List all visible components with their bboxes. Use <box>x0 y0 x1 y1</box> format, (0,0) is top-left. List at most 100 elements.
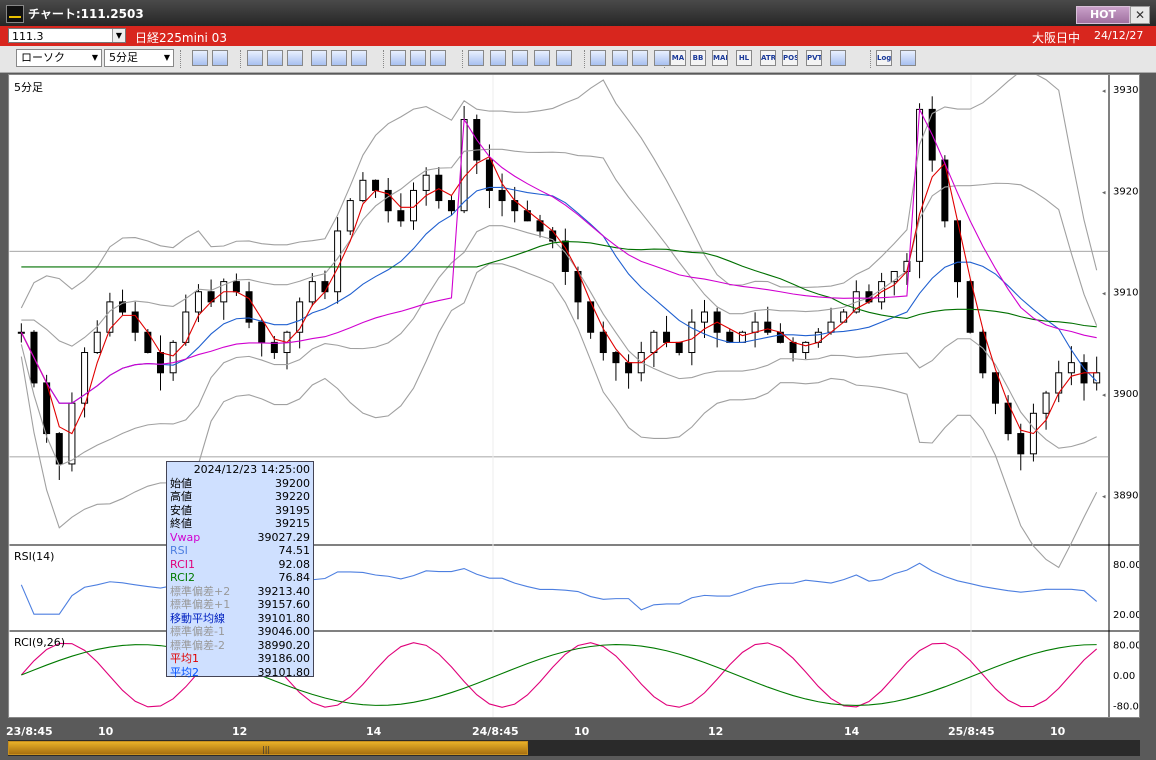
x-tick-label: 10 <box>98 725 114 738</box>
close-button[interactable]: ✕ <box>1130 6 1150 24</box>
ma-button[interactable]: MA <box>670 50 686 66</box>
candle-body <box>789 341 797 354</box>
candle-body <box>359 179 367 202</box>
chart-canvas[interactable]: 39300 ◂ 39200 ◂ 39100 ◂ 39000 ◂ 38900 ◂ 80.00 20.00… <box>8 70 1145 717</box>
draw-icon[interactable] <box>311 50 327 66</box>
indicator-icon[interactable] <box>654 50 670 66</box>
data-window-label: Vwap <box>170 530 201 544</box>
wrench-icon[interactable] <box>612 50 628 66</box>
data-window-label: 終値 <box>170 517 192 530</box>
candle-body <box>650 331 658 354</box>
data-window-value: 39215 <box>275 517 310 530</box>
export-icon[interactable] <box>900 50 916 66</box>
candle-body <box>1067 362 1075 374</box>
candle-body <box>270 341 278 354</box>
candle-body <box>802 341 810 354</box>
grid-icon[interactable] <box>590 50 606 66</box>
candle-body <box>169 341 177 374</box>
data-window-label: 標準偏差-1 <box>170 625 225 638</box>
candle-body <box>245 291 253 323</box>
candle-body <box>81 352 89 404</box>
y-tick-marker: ◂ <box>1102 188 1106 196</box>
x-tick-label: 14 <box>366 725 382 738</box>
y-tick-label: 39300 <box>1113 85 1139 96</box>
bb-button[interactable]: BB <box>690 50 706 66</box>
data-window-row: RCI1 92.08 <box>170 558 310 572</box>
bars2-icon[interactable] <box>410 50 426 66</box>
data-window-datetime: 2024/12/23 14:25:00 <box>193 463 310 476</box>
atr-button[interactable]: ATR <box>760 50 776 66</box>
candle-body <box>966 281 974 333</box>
data-window-value: 39027.29 <box>257 530 311 544</box>
candle-body <box>93 331 101 354</box>
data-window-row: 平均1 39186.00 <box>170 652 310 666</box>
data-window-label: 高値 <box>170 490 192 503</box>
pvt-button[interactable]: PVT <box>806 50 822 66</box>
link-icon[interactable] <box>267 50 283 66</box>
candle-body <box>688 321 696 354</box>
candle-body <box>435 174 443 202</box>
pattern-icon[interactable] <box>468 50 484 66</box>
data-window-label: RCI1 <box>170 557 196 571</box>
data-window-row: 高値 39220 <box>170 490 310 504</box>
data-window-label: RCI2 <box>170 571 196 584</box>
toolbar-separator <box>383 50 386 68</box>
candle-body <box>916 108 924 262</box>
candle-body <box>194 291 202 313</box>
data-window-value: 39157.60 <box>257 598 311 611</box>
toolbar-separator <box>180 50 183 68</box>
candle-body <box>612 352 620 364</box>
mae-button[interactable]: MAE <box>712 50 728 66</box>
chart-type-select[interactable]: ローソク ▼ <box>16 49 102 67</box>
bar-chart-icon[interactable] <box>512 50 528 66</box>
candle-body <box>156 352 164 374</box>
log-button[interactable]: Log <box>876 50 892 66</box>
fork-icon[interactable] <box>534 50 550 66</box>
symbol-bar: 111.3 ▼ 日経225mini 03 大阪日中 24/12/27 <box>0 26 1156 46</box>
all-button[interactable] <box>430 50 446 66</box>
y-tick-marker: ◂ <box>1102 290 1106 298</box>
bollinger-band <box>20 70 1098 309</box>
frame-icon[interactable] <box>830 50 846 66</box>
data-window-row: Vwap 39027.29 <box>170 531 310 545</box>
moving-average-line <box>20 186 1098 404</box>
x-tick-label: 25/8:45 <box>948 725 995 738</box>
candle-body <box>384 189 392 212</box>
crosshair-icon[interactable] <box>212 50 228 66</box>
candle-body <box>119 301 127 313</box>
symbol-code-select[interactable]: 111.3 ▼ <box>8 28 126 43</box>
candle-body <box>131 311 139 333</box>
data-window-value: 76.84 <box>278 571 311 584</box>
bars-icon[interactable] <box>390 50 406 66</box>
posi-button[interactable]: POSI <box>782 50 798 66</box>
data-window-value: 74.51 <box>278 544 311 557</box>
trash-icon[interactable] <box>351 50 367 66</box>
chevron-down-icon[interactable]: ▼ <box>112 29 125 42</box>
memo-icon[interactable] <box>556 50 572 66</box>
list-icon[interactable] <box>331 50 347 66</box>
pen-icon[interactable] <box>247 50 263 66</box>
search-icon[interactable] <box>490 50 506 66</box>
title-bar[interactable]: チャート:111.2503 HOT ✕ <box>0 0 1156 26</box>
scrollbar-thumb[interactable] <box>8 741 528 755</box>
y-tick-label: 39100 <box>1113 288 1139 299</box>
x-tick-label: 12 <box>708 725 724 738</box>
hot-button[interactable]: HOT <box>1076 6 1130 24</box>
palette-icon[interactable] <box>632 50 648 66</box>
zoom-icon[interactable] <box>192 50 208 66</box>
data-window-label: 移動平均線 <box>170 611 225 625</box>
interval-select[interactable]: 5分足 ▼ <box>104 49 174 67</box>
cursor-icon[interactable] <box>287 50 303 66</box>
hl-button[interactable]: HL <box>736 50 752 66</box>
candle-body <box>422 174 430 191</box>
data-window-row: 標準偏差+2 39213.40 <box>170 585 310 599</box>
candle-body <box>738 331 746 343</box>
interval-value: 5分足 <box>109 51 138 64</box>
data-window-label: 安値 <box>170 503 192 517</box>
app-icon <box>6 5 24 23</box>
candle-body <box>700 311 708 323</box>
data-window-value: 39195 <box>275 503 310 517</box>
data-window-label: RSI <box>170 544 188 557</box>
candle-body <box>1017 433 1025 455</box>
